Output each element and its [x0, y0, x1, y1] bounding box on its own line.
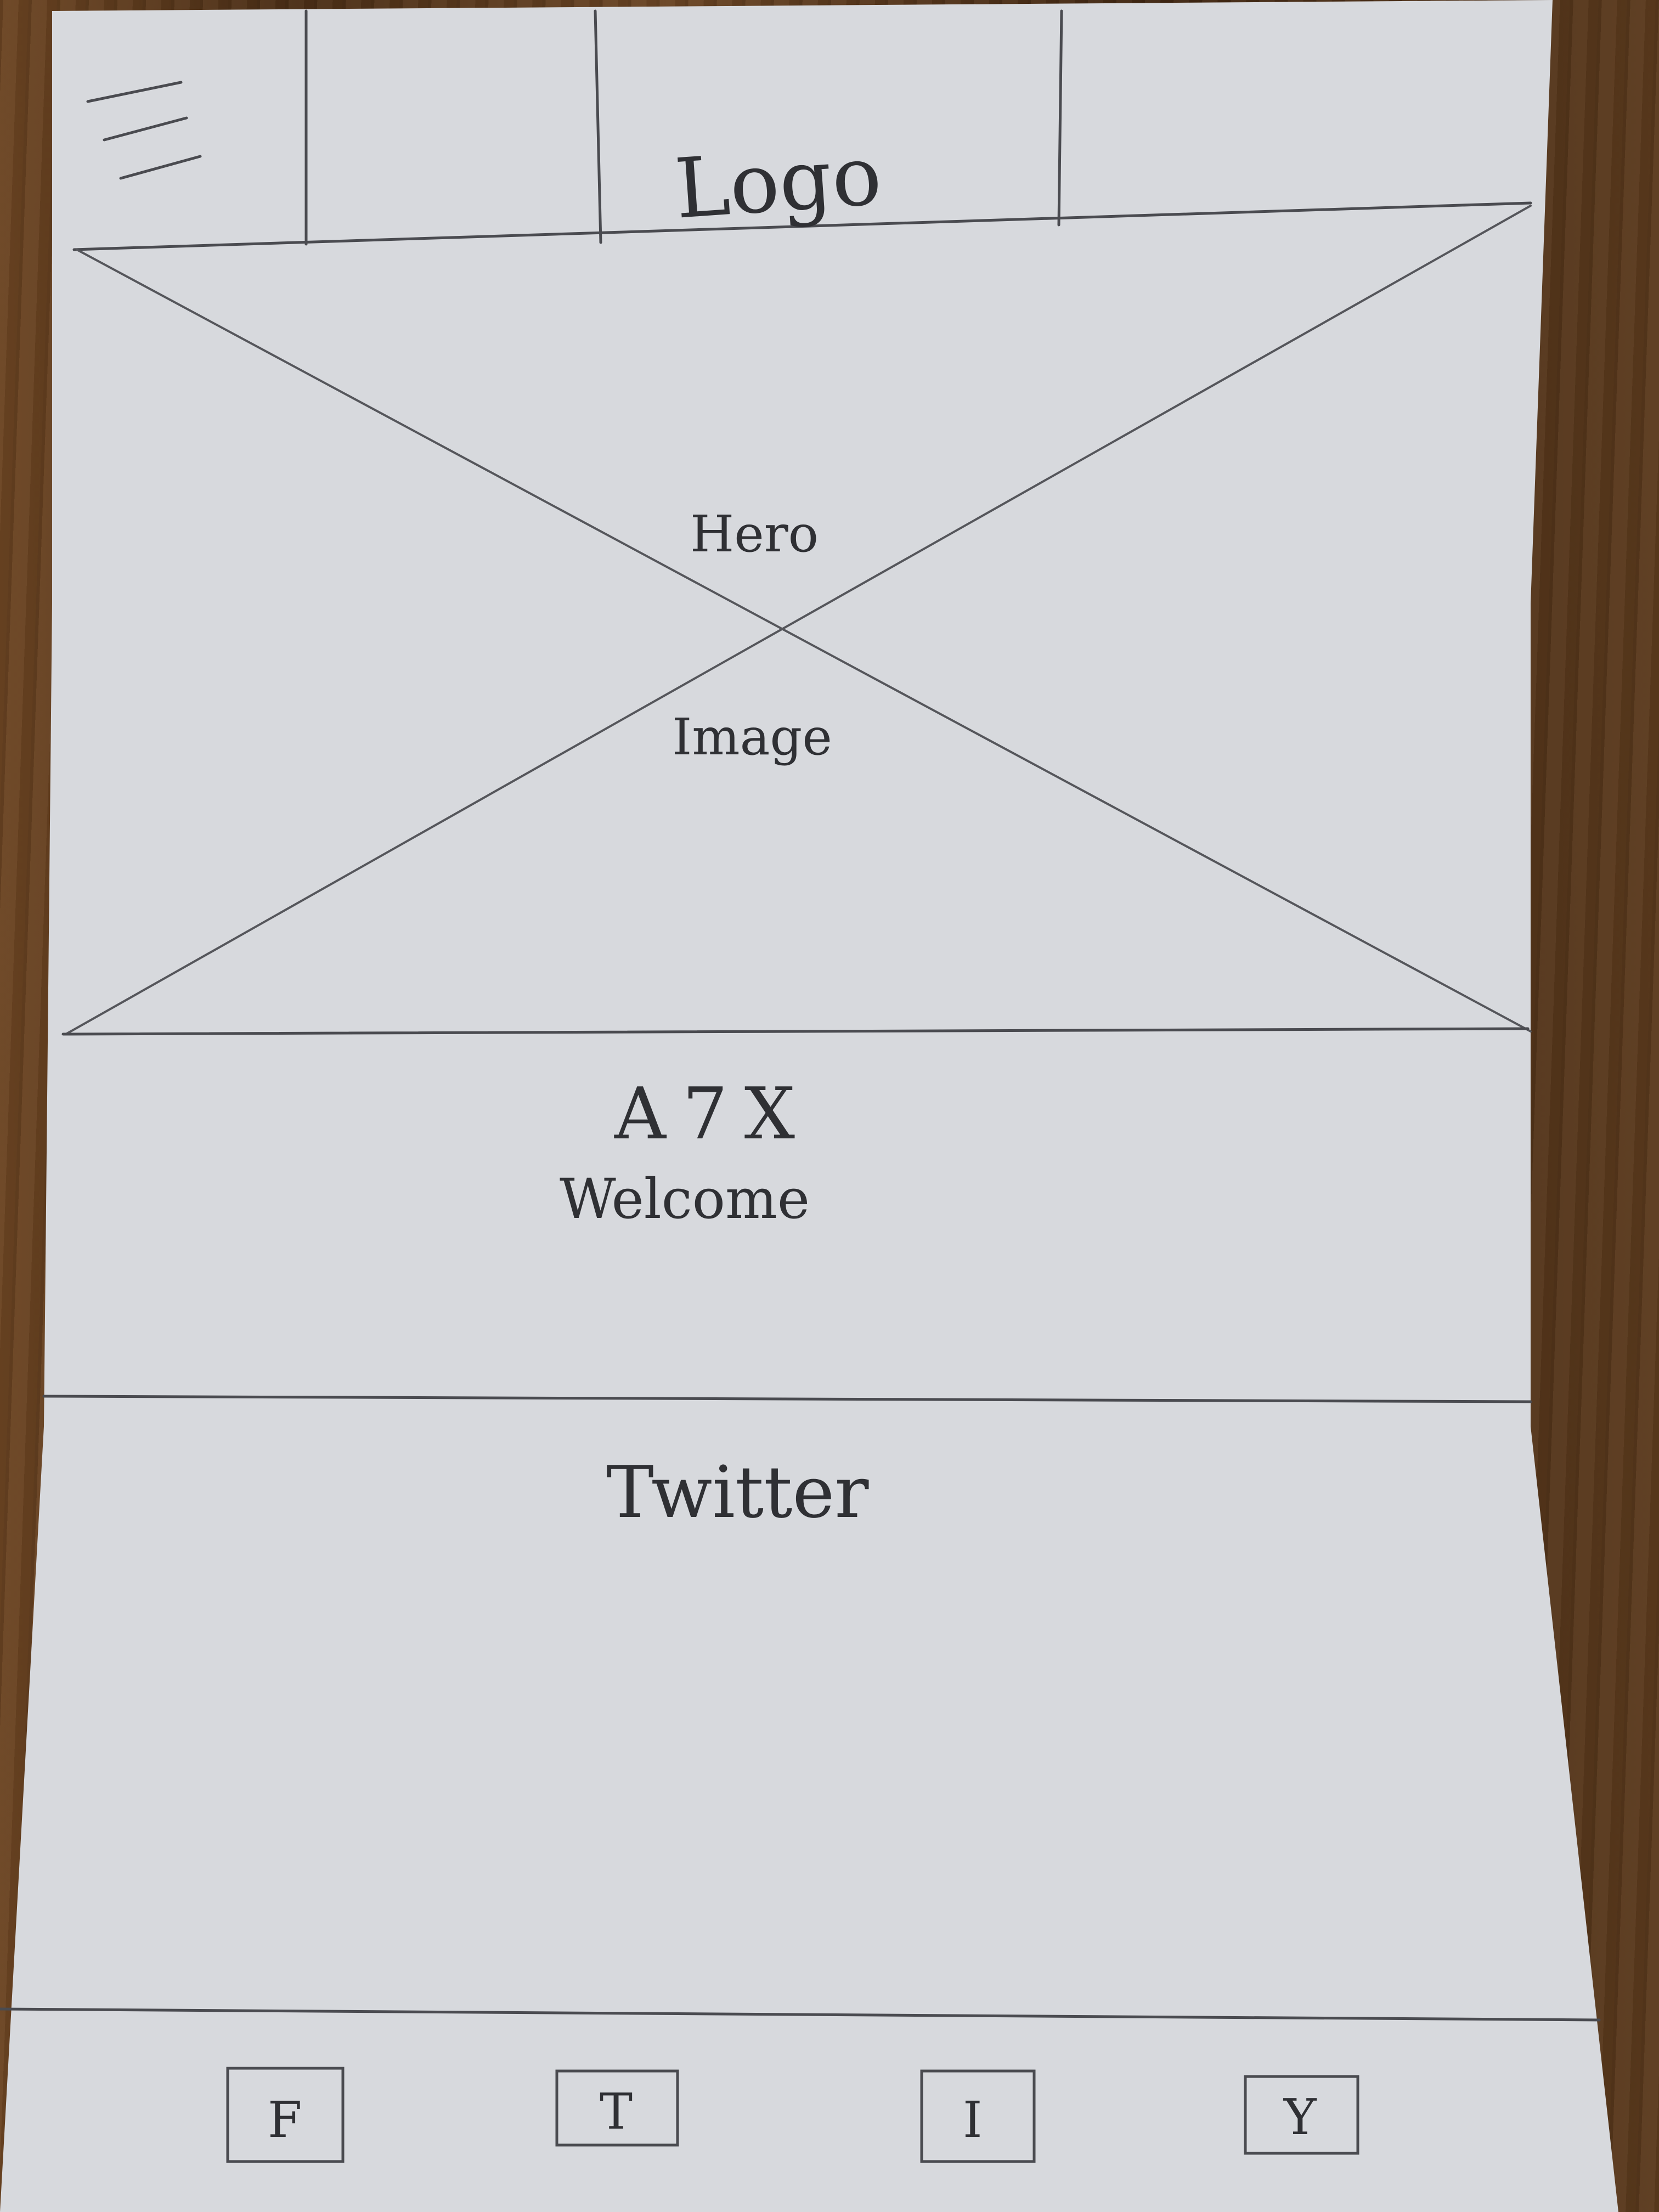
- instagram-icon-letter: I: [963, 2091, 983, 2149]
- paper-sheet: [0, 0, 1618, 2212]
- footer-divider: [0, 2007, 1601, 2022]
- hamburger-menu-icon[interactable]: [86, 81, 202, 180]
- hero-label: Hero: [690, 505, 819, 563]
- hero-image-placeholder: [61, 205, 1532, 1036]
- twitter-feed-label: Twitter: [606, 1451, 869, 1534]
- image-label: Image: [672, 708, 832, 766]
- facebook-icon-letter: F: [268, 2091, 302, 2149]
- welcome-divider: [42, 1395, 1532, 1403]
- instagram-icon[interactable]: I: [920, 2069, 1036, 2163]
- a7x-heading: A7X: [614, 1072, 811, 1155]
- youtube-icon[interactable]: Y: [1244, 2075, 1359, 2155]
- logo[interactable]: Logo: [672, 128, 884, 238]
- facebook-icon[interactable]: F: [226, 2067, 345, 2163]
- youtube-icon-letter: Y: [1283, 2089, 1317, 2146]
- twitter-icon[interactable]: T: [555, 2069, 679, 2147]
- header-bar: [72, 9, 1532, 251]
- twitter-icon-letter: T: [600, 2083, 633, 2141]
- welcome-text: Welcome: [560, 1167, 810, 1231]
